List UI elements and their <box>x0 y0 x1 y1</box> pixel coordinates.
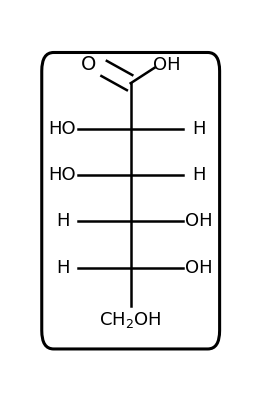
Text: OH: OH <box>184 212 212 231</box>
Text: HO: HO <box>49 120 76 138</box>
Text: O: O <box>80 55 96 74</box>
Text: H: H <box>56 259 69 277</box>
Text: OH: OH <box>153 56 180 74</box>
Text: H: H <box>56 212 69 231</box>
Text: OH: OH <box>184 259 212 277</box>
Text: H: H <box>191 120 205 138</box>
Text: H: H <box>191 166 205 184</box>
Text: HO: HO <box>49 166 76 184</box>
Text: CH$_2$OH: CH$_2$OH <box>99 310 161 330</box>
